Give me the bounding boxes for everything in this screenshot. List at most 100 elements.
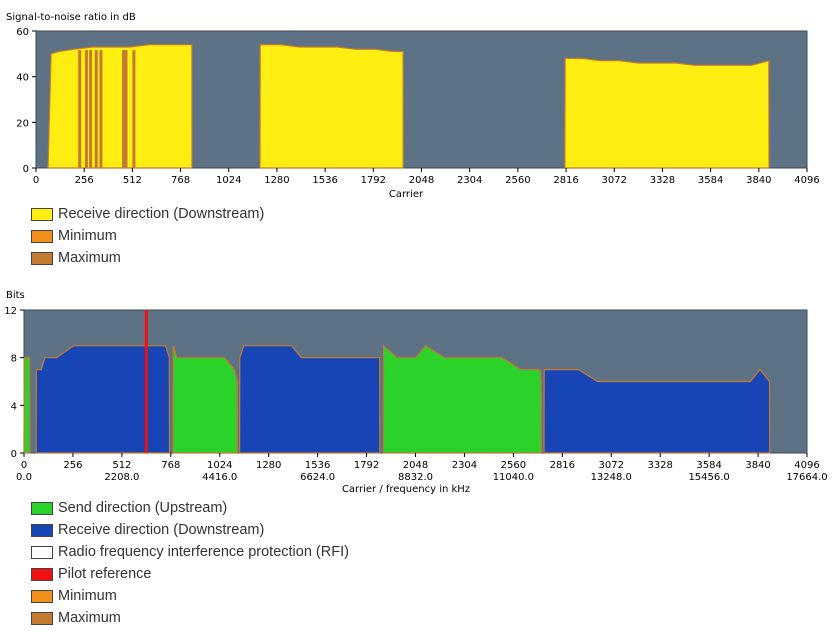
chart2-x-ticks: 0 256 512 768 1024 1280 1536 1792 2048 2304 2560 28… xyxy=(21,453,820,471)
legend-swatch xyxy=(31,229,53,243)
freq-tick-label: 6624.0 xyxy=(300,472,335,483)
legend-label: Maximum xyxy=(58,250,121,266)
freq-tick-label: 4416.0 xyxy=(202,472,237,483)
legend-label: Minimum xyxy=(58,588,117,604)
chart2-series-area xyxy=(172,345,238,454)
x-tick-label: 2816 xyxy=(553,175,578,186)
legend-swatch xyxy=(31,567,53,581)
legend-swatch xyxy=(31,611,53,625)
chart2-series-area xyxy=(238,345,381,454)
x-tick-label: 3072 xyxy=(599,460,624,471)
chart1-series-area xyxy=(47,44,193,169)
y-tick-label: 40 xyxy=(16,73,29,84)
chart2-series-area xyxy=(543,368,771,454)
y-tick-label: 0 xyxy=(23,164,29,175)
chart2-x-axis-label: Carrier / frequency in kHz xyxy=(342,484,470,495)
legend-swatch xyxy=(31,207,53,221)
x-tick-label: 3072 xyxy=(602,175,627,186)
legend-item: Send direction (Upstream) xyxy=(31,497,349,519)
legend-item: Maximum xyxy=(31,607,349,629)
x-tick-label: 2048 xyxy=(409,175,434,186)
x-tick-label: 768 xyxy=(171,175,190,186)
y-tick-label: 8 xyxy=(11,354,17,365)
freq-tick-label: 15456.0 xyxy=(688,472,729,483)
freq-tick-label: 17664.0 xyxy=(786,472,827,483)
x-tick-label: 3584 xyxy=(698,175,723,186)
freq-tick-label: 11040.0 xyxy=(493,472,534,483)
x-tick-label: 1792 xyxy=(361,175,386,186)
legend-swatch xyxy=(31,545,53,559)
legend-item: Minimum xyxy=(31,225,264,247)
chart2-series-area xyxy=(23,357,31,454)
x-tick-label: 4096 xyxy=(794,175,819,186)
legend-label: Send direction (Upstream) xyxy=(58,500,228,516)
x-tick-label: 256 xyxy=(63,460,82,471)
chart1-x-ticks: 0 256 512 768 1024 1280 1536 1792 2048 2304 2560 28… xyxy=(33,168,820,186)
x-tick-label: 1280 xyxy=(264,175,289,186)
x-tick-label: 256 xyxy=(75,175,94,186)
chart1-y-ticks: 0 20 40 60 xyxy=(16,27,36,175)
legend-label: Pilot reference xyxy=(58,566,152,582)
x-tick-label: 2048 xyxy=(403,460,428,471)
freq-tick-label: 2208.0 xyxy=(104,472,139,483)
legend-item: Maximum xyxy=(31,247,264,269)
x-tick-label: 2304 xyxy=(457,175,482,186)
legend-label: Maximum xyxy=(58,610,121,626)
x-tick-label: 2560 xyxy=(505,175,530,186)
chart2-freq-ticks: 0.0 2208.0 4416.0 6624.0 8832.0 11040.0 13248.… xyxy=(16,472,828,483)
chart2-legend: Send direction (Upstream) Receive directi… xyxy=(31,497,349,629)
x-tick-label: 4096 xyxy=(794,460,819,471)
x-tick-label: 1792 xyxy=(354,460,379,471)
freq-tick-label: 0.0 xyxy=(16,472,32,483)
legend-swatch xyxy=(31,523,53,537)
x-tick-label: 1536 xyxy=(312,175,337,186)
x-tick-label: 3328 xyxy=(647,460,672,471)
chart1-x-axis-label: Carrier xyxy=(389,189,424,200)
legend-swatch xyxy=(31,589,53,603)
chart2-series-area xyxy=(35,345,171,454)
chart2-series-area xyxy=(382,344,542,454)
legend-label: Receive direction (Downstream) xyxy=(58,522,265,538)
x-tick-label: 3584 xyxy=(696,460,721,471)
chart1-series xyxy=(47,44,770,169)
x-tick-label: 2816 xyxy=(550,460,575,471)
y-tick-label: 4 xyxy=(11,401,17,412)
legend-item: Receive direction (Downstream) xyxy=(31,203,264,225)
legend-swatch xyxy=(31,251,53,265)
y-tick-label: 60 xyxy=(16,27,29,38)
x-tick-label: 3840 xyxy=(745,460,770,471)
x-tick-label: 3328 xyxy=(650,175,675,186)
x-tick-label: 512 xyxy=(112,460,131,471)
chart2-y-ticks: 0 4 8 12 xyxy=(4,306,24,460)
y-tick-label: 0 xyxy=(11,449,17,460)
legend-item: Minimum xyxy=(31,585,349,607)
legend-label: Receive direction (Downstream) xyxy=(58,206,265,222)
y-tick-label: 12 xyxy=(4,306,17,317)
legend-item: Receive direction (Downstream) xyxy=(31,519,349,541)
freq-tick-label: 13248.0 xyxy=(591,472,632,483)
chart1-series-area xyxy=(259,44,404,169)
x-tick-label: 768 xyxy=(161,460,180,471)
x-tick-label: 0 xyxy=(21,460,27,471)
x-tick-label: 2560 xyxy=(501,460,526,471)
legend-item: Pilot reference xyxy=(31,563,349,585)
chart1-title: Signal-to-noise ratio in dB xyxy=(6,12,136,23)
x-tick-label: 1536 xyxy=(305,460,330,471)
x-tick-label: 2304 xyxy=(452,460,477,471)
y-tick-label: 20 xyxy=(16,118,29,129)
freq-tick-label: 8832.0 xyxy=(398,472,433,483)
x-tick-label: 1280 xyxy=(256,460,281,471)
x-tick-label: 3840 xyxy=(746,175,771,186)
chart1-series-area xyxy=(564,57,770,169)
chart2-title: Bits xyxy=(6,290,25,301)
x-tick-label: 512 xyxy=(123,175,142,186)
x-tick-label: 1024 xyxy=(216,175,241,186)
chart1-legend: Receive direction (Downstream) Minimum Max… xyxy=(31,203,264,269)
legend-label: Minimum xyxy=(58,228,117,244)
legend-item: Radio frequency interference protection … xyxy=(31,541,349,563)
x-tick-label: 1024 xyxy=(207,460,232,471)
legend-label: Radio frequency interference protection … xyxy=(58,544,349,560)
legend-swatch xyxy=(31,501,53,515)
x-tick-label: 0 xyxy=(33,175,39,186)
